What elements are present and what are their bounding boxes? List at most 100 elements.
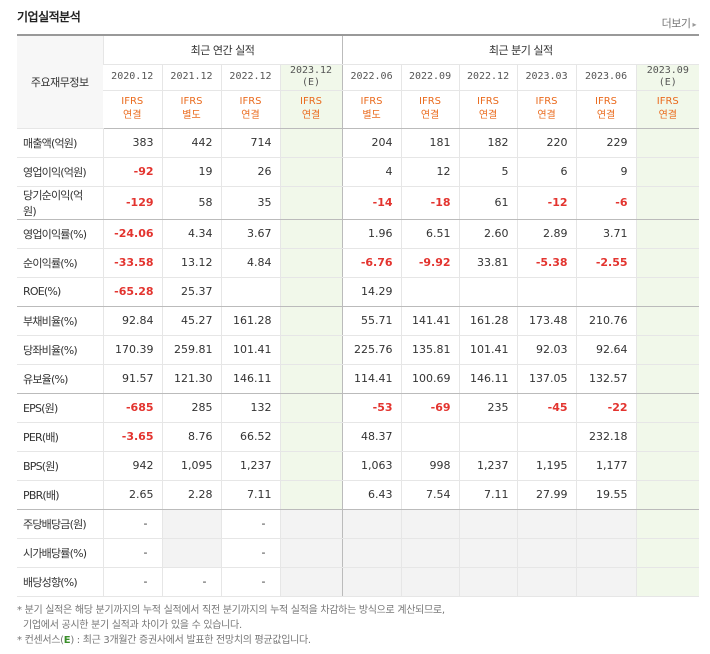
table-cell: -	[102, 509, 162, 539]
table-cell: -65.28	[102, 277, 162, 307]
table-cell: -	[220, 538, 280, 568]
table-cell	[635, 128, 700, 158]
table-cell: 4.84	[220, 248, 280, 278]
table-cell	[279, 364, 343, 394]
table-row: PBR(배) 2.65 2.28 7.11 6.43 7.54 7.11 27.99 19.55	[17, 480, 700, 510]
accounting-standard: IFRS 연결	[103, 90, 162, 129]
table-cell: 135.81	[400, 335, 460, 365]
table-cell: 27.99	[516, 480, 577, 510]
table-cell: -	[102, 567, 162, 597]
table-row: 유보율(%) 91.57 121.30 146.11 114.41 100.69 146.1…	[17, 364, 700, 394]
table-cell: 146.11	[458, 364, 518, 394]
table-cell	[635, 248, 700, 278]
table-cell: 3.71	[575, 219, 637, 249]
footnote-1: * 분기 실적은 해당 분기까지의 누적 실적에서 직전 분기까지의 누적 실적…	[17, 605, 445, 616]
table-row: PER(배) -3.65 8.76 66.52 48.37 232.18	[17, 422, 700, 452]
table-cell: 9	[575, 157, 637, 187]
table-cell: -685	[102, 393, 162, 423]
row-label: 유보율(%)	[17, 364, 103, 394]
table-cell: 1,095	[161, 451, 221, 481]
row-label: 당좌비율(%)	[17, 335, 103, 365]
table-cell: 1,237	[220, 451, 280, 481]
table-cell	[279, 128, 343, 158]
table-cell: 173.48	[516, 306, 577, 336]
accounting-standard: IFRS 연결	[279, 90, 343, 129]
table-cell: 12	[400, 157, 460, 187]
period-header: 2023.06	[575, 64, 637, 91]
row-label: 영업이익(억원)	[17, 157, 103, 187]
table-cell	[635, 567, 700, 597]
table-cell	[635, 277, 700, 307]
table-cell	[400, 422, 460, 452]
more-link[interactable]: 더보기 ▸	[661, 15, 697, 31]
row-label: PBR(배)	[17, 480, 103, 510]
table-cell	[279, 393, 343, 423]
table-cell: 161.28	[220, 306, 280, 336]
period-header: 2022.06	[341, 64, 402, 91]
financial-table: 주요재무정보 최근 연간 실적 최근 분기 실적 2020.12 2021.12 2…	[17, 34, 700, 597]
table-cell: 285	[161, 393, 221, 423]
table-cell	[400, 538, 460, 568]
table-cell	[279, 157, 343, 187]
table-cell: 1,195	[516, 451, 577, 481]
table-row: 영업이익(억원) -92 19 26 4 12 5 6 9	[17, 157, 700, 187]
footnote-3: * 컨센서스(E) : 최근 3개월간 증권사에서 발표한 전망치의 평균값입니…	[17, 635, 311, 646]
table-cell: 161.28	[458, 306, 518, 336]
table-cell: 141.41	[400, 306, 460, 336]
more-label: 더보기	[661, 17, 691, 30]
table-cell: 55.71	[341, 306, 402, 336]
table-cell: 232.18	[575, 422, 637, 452]
table-cell	[400, 277, 460, 307]
table-cell: 33.81	[458, 248, 518, 278]
accounting-standard: IFRS 연결	[458, 90, 518, 129]
table-row: EPS(원) -685 285 132 -53 -69 235 -45 -22	[17, 393, 700, 423]
table-cell: 6	[516, 157, 577, 187]
period-header: 2023.12 (E)	[279, 64, 343, 91]
table-cell: 442	[161, 128, 221, 158]
table-row: 당좌비율(%) 170.39 259.81 101.41 225.76 135.81 101…	[17, 335, 700, 365]
table-cell	[279, 509, 343, 539]
table-row: 당기순이익(억원) -129 58 35 -14 -18 61 -12 -6	[17, 186, 700, 220]
section-title: 기업실적분석	[17, 10, 81, 24]
table-cell	[279, 451, 343, 481]
row-label: 순이익률(%)	[17, 248, 103, 278]
table-cell	[458, 538, 518, 568]
table-cell: 1,177	[575, 451, 637, 481]
table-cell: 714	[220, 128, 280, 158]
table-cell: -18	[400, 186, 460, 220]
table-cell: 220	[516, 128, 577, 158]
row-label: 부채비율(%)	[17, 306, 103, 336]
table-cell	[458, 422, 518, 452]
table-cell: 6.43	[341, 480, 402, 510]
row-label: 배당성향(%)	[17, 567, 103, 597]
table-cell	[279, 538, 343, 568]
period-header: 2022.12	[458, 64, 518, 91]
table-cell: -12	[516, 186, 577, 220]
table-cell: 92.84	[102, 306, 162, 336]
table-cell: 14.29	[341, 277, 402, 307]
table-cell	[458, 509, 518, 539]
table-cell: -33.58	[102, 248, 162, 278]
row-label: 당기순이익(억원)	[17, 186, 103, 220]
table-cell	[575, 509, 637, 539]
table-cell	[279, 219, 343, 249]
row-label: ROE(%)	[17, 277, 103, 307]
row-label: 영업이익률(%)	[17, 219, 103, 249]
table-cell: 204	[341, 128, 402, 158]
period-header: 2022.09	[400, 64, 460, 91]
table-cell: 121.30	[161, 364, 221, 394]
table-cell	[575, 567, 637, 597]
table-cell	[635, 451, 700, 481]
table-cell	[516, 538, 577, 568]
table-cell: 4.34	[161, 219, 221, 249]
table-cell	[341, 509, 402, 539]
table-cell	[279, 248, 343, 278]
table-row: 시가배당률(%) - -	[17, 538, 700, 568]
table-cell: -22	[575, 393, 637, 423]
table-cell: -3.65	[102, 422, 162, 452]
table-cell: 7.11	[220, 480, 280, 510]
table-cell	[635, 306, 700, 336]
annual-group-header: 최근 연간 실적	[102, 34, 343, 65]
table-row: 부채비율(%) 92.84 45.27 161.28 55.71 141.41 161.28…	[17, 306, 700, 336]
table-cell: 137.05	[516, 364, 577, 394]
